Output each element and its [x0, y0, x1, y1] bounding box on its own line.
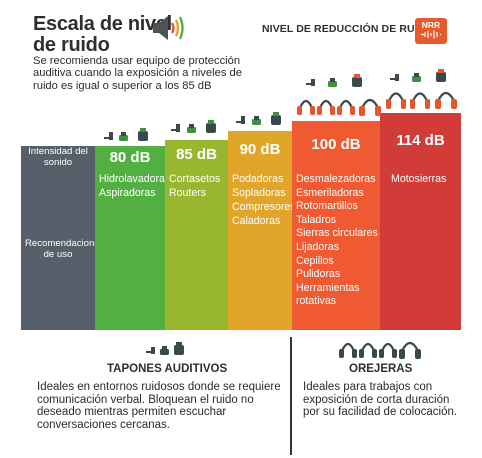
level-90db-items: Podadoras Sopladoras Compresores Calador… — [228, 168, 296, 330]
earmuffs-icon — [386, 91, 457, 109]
list-item: Rotomartillos — [296, 200, 358, 213]
earmuffs-description: Ideales para trabajos con exposición de … — [303, 381, 458, 419]
earmuffs-title: OREJERAS — [349, 363, 413, 375]
list-item: Routers — [169, 186, 207, 199]
list-item: Cepillos — [296, 254, 334, 267]
level-90db-header: 90 dB — [228, 131, 292, 168]
list-item: Sierras circulares — [296, 227, 378, 240]
page-title: Escala de nivel de ruido — [33, 14, 172, 56]
list-item: Esmeriladoras — [296, 186, 364, 199]
earplugs-icon — [171, 120, 216, 133]
earmuffs-icon — [339, 341, 421, 359]
speaker-icon — [153, 16, 184, 40]
recommendations-row-label: Recomendaciones de uso — [21, 168, 104, 330]
earplugs-icon — [104, 128, 148, 141]
level-114db-header: 114 dB — [380, 113, 461, 168]
list-item: Caladoras — [232, 214, 281, 227]
earmuffs-icon — [297, 98, 381, 116]
list-item: Lijadoras — [296, 240, 339, 253]
level-85db-items: Cortasetos Routers — [165, 168, 228, 330]
earplugs-title: TAPONES AUDITIVOS — [107, 363, 228, 375]
earplugs-icon — [146, 342, 184, 355]
earplugs-icon — [306, 74, 362, 87]
list-item: Desmalezadoras — [296, 173, 376, 185]
list-item: Hidrolavadoras — [99, 173, 171, 185]
level-100db-header: 100 dB — [292, 121, 380, 168]
level-80db-items: Hidrolavadoras Aspiradoras — [95, 173, 171, 330]
list-item: Herramientas rotativas — [296, 281, 360, 308]
level-85db-header: 85 dB — [165, 140, 228, 168]
list-item: Taladros — [296, 213, 337, 226]
level-114db-items: Motosierras — [380, 168, 461, 330]
list-item: Aspiradoras — [99, 186, 156, 199]
list-item: Pulidoras — [296, 268, 341, 281]
section-divider — [290, 337, 292, 455]
level-100db-items: Desmalezadoras Esmeriladoras Rotomartill… — [292, 168, 380, 330]
level-80db-header: 80 dB — [95, 146, 165, 168]
nrr-label: NIVEL DE REDUCCIÓN DE RUIDO — [262, 23, 434, 35]
earplugs-description: Ideales en entornos ruidosos donde se re… — [37, 381, 281, 431]
list-item: Motosierras — [391, 173, 447, 185]
nrr-badge: NRR — [415, 18, 447, 44]
list-item: Sopladoras — [232, 186, 286, 199]
earplugs-icon — [390, 69, 446, 82]
nrr-badge-text: NRR — [421, 20, 441, 30]
list-item: Cortasetos — [169, 173, 221, 185]
list-item: Podadoras — [232, 173, 284, 185]
list-item: Compresores — [232, 200, 296, 213]
subtitle: Se recomienda usar equipo de protección … — [33, 55, 242, 92]
earplugs-icon — [236, 112, 281, 125]
sound-wave-icon — [421, 30, 441, 39]
intensity-row-label: Intensidad del sonido — [21, 146, 95, 168]
title-line-1: Escala de nivel — [33, 13, 172, 35]
title-line-2: de ruido — [33, 34, 110, 56]
